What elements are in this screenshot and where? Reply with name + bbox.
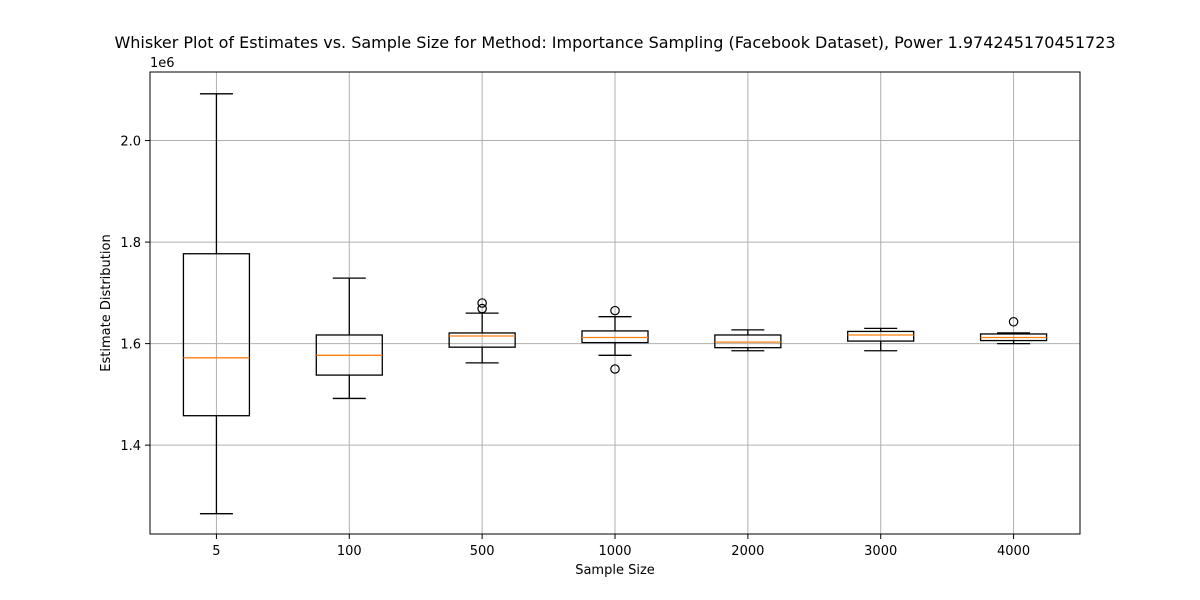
box-iqr xyxy=(448,332,516,348)
x-tick-label: 5 xyxy=(212,544,220,559)
box-2000 xyxy=(714,329,782,352)
y-axis-label: Estimate Distribution xyxy=(99,234,114,371)
y-tick-label: 1.4 xyxy=(120,439,141,454)
x-tick-label: 500 xyxy=(470,544,495,559)
x-axis-label: Sample Size xyxy=(575,563,655,578)
outlier-point xyxy=(610,305,620,316)
x-tick-label: 4000 xyxy=(997,544,1030,559)
box-iqr xyxy=(847,330,915,342)
box-500 xyxy=(448,298,516,364)
x-tick-label: 100 xyxy=(337,544,362,559)
outlier-point xyxy=(610,364,620,374)
box-iqr xyxy=(581,330,649,344)
y-axis-ticks: 1.4 1.6 1.8 2.0 xyxy=(120,135,150,454)
outlier-point xyxy=(477,303,487,314)
y-tick-label: 1.6 xyxy=(120,338,141,353)
grid-layer xyxy=(150,72,1080,534)
box-iqr xyxy=(182,253,251,417)
y-tick-label: 1.8 xyxy=(120,236,141,251)
chart-title: Whisker Plot of Estimates vs. Sample Siz… xyxy=(114,33,1115,52)
box-5 xyxy=(182,93,251,515)
y-tick-label: 2.0 xyxy=(120,135,141,150)
outlier-point xyxy=(477,298,487,308)
outlier-point xyxy=(1008,316,1019,327)
box-iqr xyxy=(714,334,782,349)
x-tick-label: 2000 xyxy=(731,544,764,559)
x-axis-ticks: 5 100 500 1000 2000 3000 4000 xyxy=(212,534,1030,559)
y-offset-label: 1e6 xyxy=(150,56,175,71)
x-tick-label: 1000 xyxy=(598,544,631,559)
box-layer xyxy=(182,93,1048,515)
box-1000 xyxy=(581,305,649,374)
x-tick-label: 3000 xyxy=(864,544,897,559)
box-3000 xyxy=(847,327,915,352)
box-4000 xyxy=(979,316,1048,345)
box-100 xyxy=(315,277,383,400)
